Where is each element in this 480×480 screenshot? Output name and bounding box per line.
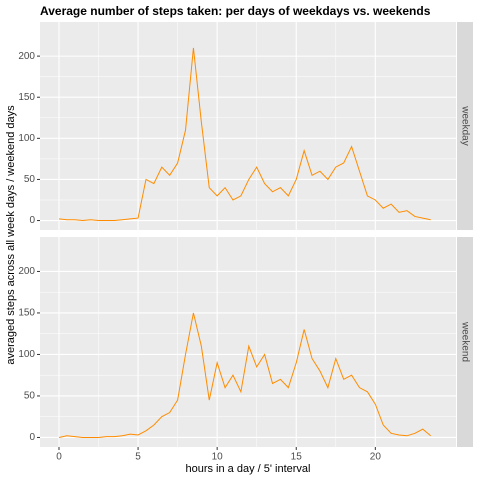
y-tick-label: 100 bbox=[18, 133, 35, 144]
x-tick-label: 20 bbox=[370, 452, 382, 463]
x-axis-title: hours in a day / 5' interval bbox=[185, 463, 310, 475]
facet-strip bbox=[457, 22, 473, 230]
y-tick-label: 150 bbox=[18, 92, 35, 103]
x-tick-label: 15 bbox=[291, 452, 303, 463]
y-tick-label: 0 bbox=[29, 432, 35, 443]
panel-background bbox=[40, 22, 456, 230]
x-tick-label: 10 bbox=[212, 452, 224, 463]
chart-title: Average number of steps taken: per days … bbox=[40, 4, 431, 18]
facet-strip bbox=[457, 237, 473, 447]
facet-label: weekend bbox=[459, 321, 470, 362]
y-tick-label: 0 bbox=[29, 215, 35, 226]
y-tick-label: 50 bbox=[24, 391, 36, 402]
y-tick-label: 50 bbox=[24, 174, 36, 185]
data-line bbox=[58, 47, 431, 222]
y-tick-label: 200 bbox=[18, 266, 35, 277]
panel-background bbox=[40, 237, 456, 447]
y-tick-label: 200 bbox=[18, 51, 35, 62]
y-axis-title: averaged steps across all week days / we… bbox=[5, 105, 17, 365]
data-line bbox=[58, 312, 432, 438]
y-tick-label: 100 bbox=[18, 349, 35, 360]
facet-label: weekday bbox=[459, 105, 470, 145]
x-tick-label: 5 bbox=[135, 452, 141, 463]
y-tick-label: 150 bbox=[18, 308, 35, 319]
x-tick-label: 0 bbox=[56, 452, 62, 463]
